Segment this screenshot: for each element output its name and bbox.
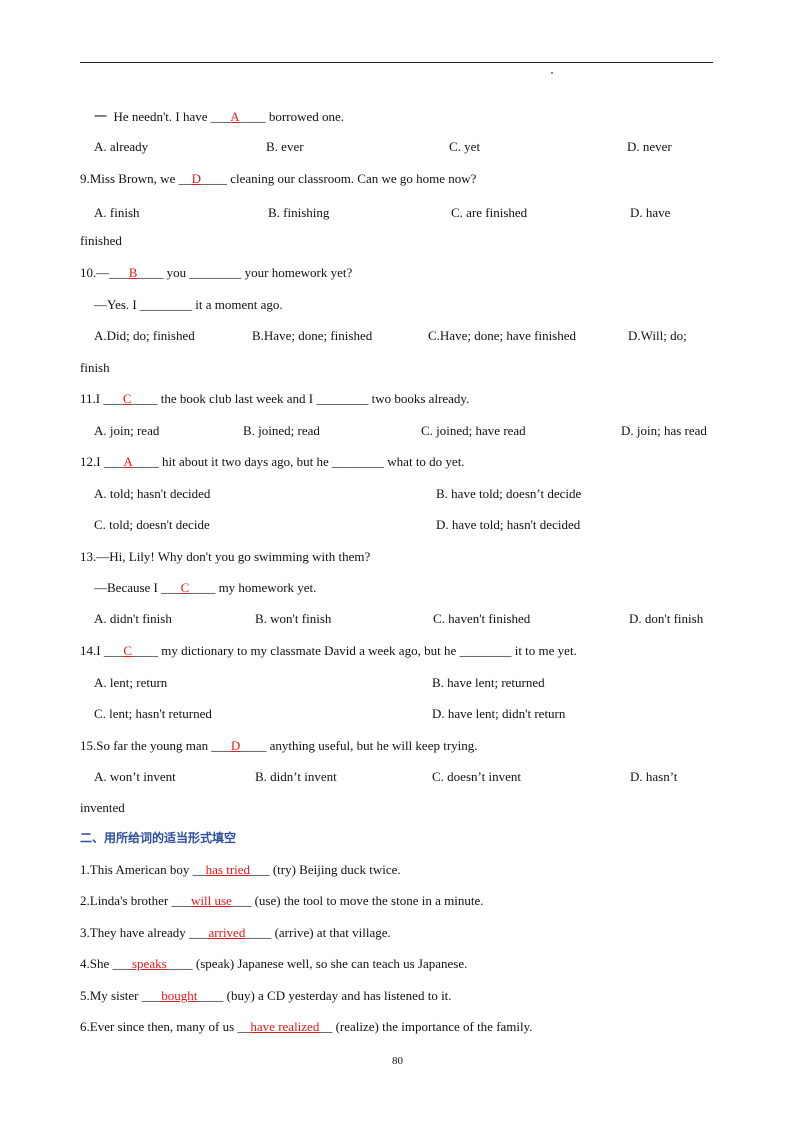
option: C. yet	[449, 139, 481, 154]
question-line: 1.This American boy __has tried___ (try)…	[80, 862, 401, 878]
question-text: ____ borrowed one.	[239, 109, 345, 124]
answer: speaks	[132, 956, 167, 971]
question-text: 12.I ___	[80, 454, 124, 469]
option: A.Did; do; finished	[94, 328, 195, 343]
option: A. didn't finish	[94, 611, 172, 626]
question-line: 3.They have already ___arrived____ (arri…	[80, 925, 391, 941]
option: A. lent; return	[94, 675, 168, 690]
question-text: —Because I ___	[94, 580, 181, 595]
option: A. won’t invent	[94, 769, 176, 784]
question-line: 11.I ___C____ the book club last week an…	[80, 391, 469, 407]
text-line: finished	[80, 233, 122, 248]
option: C. doesn’t invent	[432, 769, 521, 784]
answer: A	[230, 109, 240, 124]
question-text: 9.Miss Brown, we __	[80, 171, 192, 186]
question-text: 一 He needn't. I have ___	[94, 109, 231, 124]
option: D. have	[630, 205, 671, 220]
option: B. joined; read	[243, 423, 320, 438]
option: A. join; read	[94, 423, 160, 438]
question-line: 2.Linda's brother ___will use___ (use) t…	[80, 893, 483, 909]
answer: D	[230, 738, 241, 753]
option: C. lent; hasn't returned	[94, 706, 212, 721]
question-text: ____ hit about it two days ago, but he _…	[132, 454, 465, 469]
answer: arrived	[208, 925, 246, 940]
question-line: 5.My sister ___bought____ (buy) a CD yes…	[80, 988, 452, 1004]
question-line: 14.I ___C____ my dictionary to my classm…	[80, 643, 577, 659]
answer: have realized	[250, 1019, 320, 1034]
question-text: ____ my homework yet.	[189, 580, 317, 595]
option: A. told; hasn't decided	[94, 486, 211, 501]
question-text: 14.I ___	[80, 643, 124, 658]
question-line: 15.So far the young man ___D____ anythin…	[80, 738, 478, 754]
question-text: 5.My sister ___	[80, 988, 162, 1003]
option: D.Will; do;	[628, 328, 687, 343]
option: C. haven't finished	[433, 611, 531, 626]
option: B. won't finish	[255, 611, 332, 626]
question-line: 9.Miss Brown, we __D____ cleaning our cl…	[80, 171, 476, 187]
answer: B	[128, 265, 138, 280]
answer: D	[191, 171, 201, 186]
question-text: __ (realize) the importance of the famil…	[319, 1019, 533, 1034]
option: C. joined; have read	[421, 423, 526, 438]
question-text: ____ my dictionary to my classmate David…	[132, 643, 577, 658]
question-line: 6.Ever since then, many of us __have rea…	[80, 1019, 533, 1035]
question-text: ___ (try) Beijing duck twice.	[250, 862, 401, 877]
option: B. ever	[266, 139, 304, 154]
question-line: 10.—___B____ you ________ your homework …	[80, 265, 352, 281]
answer: bought	[161, 988, 198, 1003]
text-line: 13.—Hi, Lily! Why don't you go swimming …	[80, 549, 371, 564]
option: D. have told; hasn't decided	[436, 517, 581, 532]
answer: C	[123, 643, 133, 658]
option: C.Have; done; have finished	[428, 328, 577, 343]
question-text: ___ (use) the tool to move the stone in …	[231, 893, 484, 908]
section-title: 二、用所给词的适当形式填空	[80, 831, 237, 845]
answer: A	[123, 454, 133, 469]
text-line: —Yes. I ________ it a moment ago.	[94, 297, 283, 312]
question-text: 3.They have already ___	[80, 925, 209, 940]
question-text: 11.I ___	[80, 391, 123, 406]
question-text: ____ (speak) Japanese well, so she can t…	[166, 956, 468, 971]
answer: C	[180, 580, 190, 595]
question-line: —Because I ___C____ my homework yet.	[94, 580, 316, 596]
question-text: ____ (arrive) at that village.	[245, 925, 391, 940]
option: D. join; has read	[621, 423, 707, 438]
question-line: 4.She ___speaks____ (speak) Japanese wel…	[80, 956, 467, 972]
option: C. told; doesn't decide	[94, 517, 210, 532]
question-text: ____ you ________ your homework yet?	[137, 265, 353, 280]
question-line: 一 He needn't. I have ___A____ borrowed o…	[94, 109, 344, 125]
option: B.Have; done; finished	[252, 328, 373, 343]
answer: C	[122, 391, 132, 406]
option: D. don't finish	[629, 611, 704, 626]
question-text: ____ (buy) a CD yesterday and has listen…	[197, 988, 452, 1003]
question-text: ____ the book club last week and I _____…	[131, 391, 470, 406]
answer: has tried	[205, 862, 251, 877]
question-text: 2.Linda's brother ___	[80, 893, 192, 908]
option: D. never	[627, 139, 672, 154]
option: C. are finished	[451, 205, 528, 220]
option: A. already	[94, 139, 149, 154]
option: B. finishing	[268, 205, 330, 220]
option: A. finish	[94, 205, 140, 220]
answer: will use	[191, 893, 232, 908]
question-text: 10.—___	[80, 265, 129, 280]
question-text: 6.Ever since then, many of us __	[80, 1019, 251, 1034]
header-dot	[551, 72, 553, 74]
text-line: invented	[80, 800, 125, 815]
option: D. hasn’t	[630, 769, 678, 784]
option: D. have lent; didn't return	[432, 706, 566, 721]
text-line: finish	[80, 360, 110, 375]
question-text: ____ cleaning our classroom. Can we go h…	[200, 171, 477, 186]
question-text: 4.She ___	[80, 956, 132, 971]
page-number: 80	[392, 1055, 403, 1067]
option: B. have lent; returned	[432, 675, 545, 690]
header-rule	[80, 62, 713, 63]
question-line: 12.I ___A____ hit about it two days ago,…	[80, 454, 465, 470]
option: B. didn’t invent	[255, 769, 337, 784]
question-text: ____ anything useful, but he will keep t…	[240, 738, 478, 753]
question-text: 15.So far the young man ___	[80, 738, 231, 753]
option: B. have told; doesn’t decide	[436, 486, 582, 501]
question-text: 1.This American boy __	[80, 862, 206, 877]
